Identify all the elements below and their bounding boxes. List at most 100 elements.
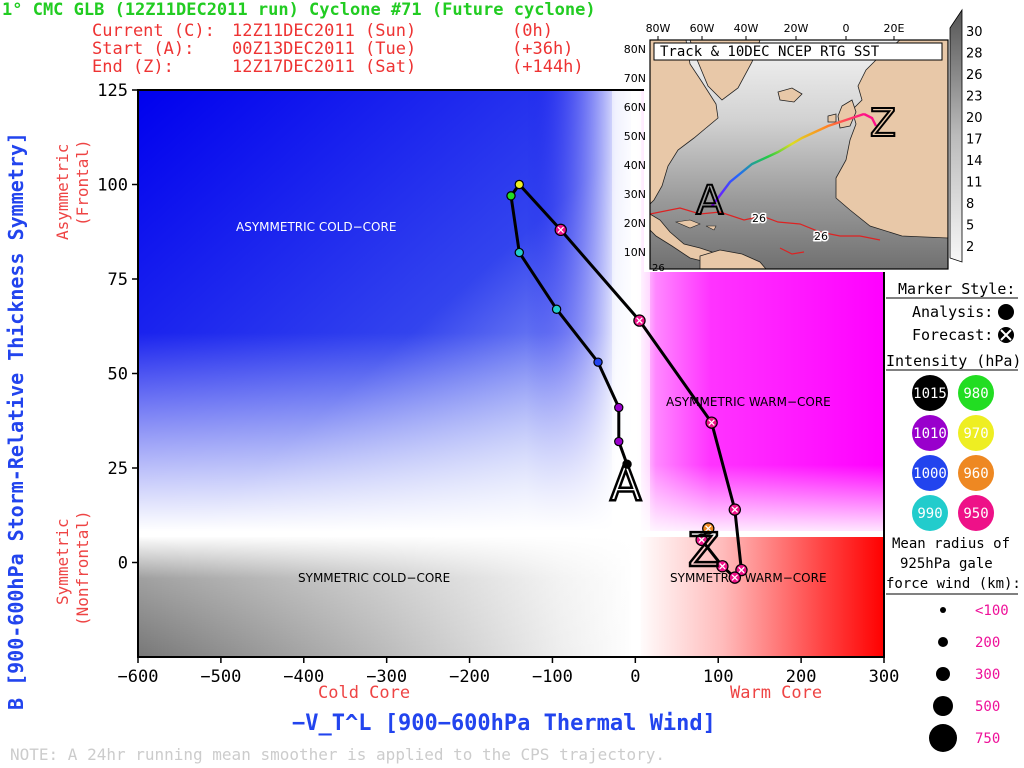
radius-label: 300 xyxy=(975,667,1000,683)
x-axis-title: −V_T^L [900−600hPa Thermal Wind] xyxy=(292,711,716,736)
intensity-swatch xyxy=(958,495,994,531)
intensity-label: 1000 xyxy=(913,466,947,482)
inset-end-marker: Z xyxy=(870,101,896,145)
radius-label: 500 xyxy=(975,699,1000,715)
intensity-label: 1015 xyxy=(913,386,947,402)
x-axis-ticks: −600 −500 −400 −300 −200 −100 0 100 200 300 xyxy=(118,657,900,687)
inset-lat-label: 40N xyxy=(624,159,646,172)
radius-label: <100 xyxy=(975,603,1009,619)
trajectory-point-analysis xyxy=(515,249,523,257)
footer-note: NOTE: A 24hr running mean smoother is ap… xyxy=(10,745,665,764)
colorbar-label: 26 xyxy=(966,68,983,83)
legend-marker-title: Marker Style: xyxy=(898,280,1015,298)
south-america-land xyxy=(699,249,767,269)
inset-lon-label: 20W xyxy=(784,22,809,35)
legend-forecast-marker xyxy=(998,327,1014,343)
x-tick-label: −500 xyxy=(200,667,241,687)
header-end-date: 12Z17DEC2011 (Sat) xyxy=(232,57,416,77)
forecast-cross xyxy=(698,536,705,544)
trajectory-point-analysis xyxy=(553,305,561,313)
header-current-offset: (0h) xyxy=(512,21,553,41)
intensity-swatch xyxy=(912,375,948,411)
inset-lat-label: 50N xyxy=(624,130,646,143)
inset-longitude-labels: 80W 60W 40W 20W 0 20E xyxy=(646,22,905,40)
forecast-cross xyxy=(731,574,739,581)
inset-lat-label: 80N xyxy=(624,43,646,56)
y-axis-upper-label-line1: Asymmetric xyxy=(53,144,72,240)
radius-swatch xyxy=(940,607,946,613)
inset-lon-label: 0 xyxy=(843,22,850,35)
intensity-label: 950 xyxy=(963,506,988,522)
intensity-swatch xyxy=(912,415,948,451)
inset-lon-label: 80W xyxy=(646,22,671,35)
x-tick-label: −200 xyxy=(449,667,490,687)
forecast-cross xyxy=(708,419,715,426)
colorbar-label: 5 xyxy=(966,219,974,234)
inset-lon-label: 40W xyxy=(734,22,759,35)
inset-contour-label-2: 26 xyxy=(814,230,828,243)
forecast-cross xyxy=(719,563,726,570)
header-start-date: 00Z13DEC2011 (Tue) xyxy=(232,39,416,59)
caribbean-islands xyxy=(674,219,717,231)
radius-swatch xyxy=(936,667,950,681)
forecast-cross xyxy=(705,525,712,532)
trajectory-point-analysis xyxy=(615,404,623,412)
intensity-swatch xyxy=(958,415,994,451)
british-isles-land xyxy=(827,99,857,129)
x-tick-label: −100 xyxy=(532,667,573,687)
intensity-swatch xyxy=(912,455,948,491)
colorbar-label: 20 xyxy=(966,111,983,126)
inset-lat-label: 70N xyxy=(624,72,646,85)
intensity-label: 970 xyxy=(963,426,988,442)
track-end-marker: Z xyxy=(688,523,720,577)
legend-radius-title-2: 925hPa gale xyxy=(900,556,993,572)
x-tick-label: 300 xyxy=(869,667,900,687)
legend-analysis-label: Analysis: xyxy=(912,303,993,321)
x-tick-label: 0 xyxy=(630,667,640,687)
header-end-label: End (Z): xyxy=(92,57,174,77)
y-tick-label: 100 xyxy=(97,176,128,196)
x-tick-label: −400 xyxy=(283,667,324,687)
legend-intensity-title: Intensity (hPa): xyxy=(886,352,1024,370)
region-label-asymmetric-cold-core: ASYMMETRIC COLD−CORE xyxy=(236,220,396,234)
iceland-land xyxy=(777,87,803,103)
inset-lon-label: 60W xyxy=(690,22,715,35)
intensity-label: 980 xyxy=(963,386,988,402)
y-axis-lower-label-line1: Symmetric xyxy=(53,518,72,605)
inset-contour-label-1: 26 xyxy=(752,212,766,225)
x-tick-label: −600 xyxy=(118,667,159,687)
inset-track-forecast xyxy=(863,112,878,127)
y-axis-ticks: 0 25 50 75 100 125 xyxy=(97,81,138,574)
region-label-asymmetric-warm-core: ASYMMETRIC WARM−CORE xyxy=(666,395,831,409)
radius-swatch xyxy=(929,724,957,752)
intensity-swatch xyxy=(958,375,994,411)
inset-latitude-labels: 80N 70N 60N 50N 40N 30N 20N 10N xyxy=(624,43,646,259)
legend: Marker Style: Analysis: Forecast: Intens… xyxy=(886,280,1024,752)
colorbar-label: 11 xyxy=(966,176,983,191)
colorbar-label: 2 xyxy=(966,240,974,255)
trajectory-point-analysis xyxy=(623,460,631,468)
north-america-land xyxy=(650,40,719,205)
inset-lon-label: 20E xyxy=(884,22,905,35)
inset-title-box xyxy=(653,42,943,61)
trajectory-point-analysis xyxy=(594,358,602,366)
intensity-swatch xyxy=(958,455,994,491)
legend-radius-title-3: force wind (km): xyxy=(886,576,1021,592)
legend-radius-title-1: Mean radius of xyxy=(892,536,1010,552)
x-tick-label: 200 xyxy=(786,667,817,687)
legend-analysis-marker xyxy=(998,304,1014,320)
forecast-cross xyxy=(738,566,745,574)
trajectory-point-analysis xyxy=(507,192,515,200)
y-axis-lower-label-line2: (Nonfrontal) xyxy=(73,510,92,626)
intensity-swatch xyxy=(912,495,948,531)
y-tick-label: 50 xyxy=(108,365,128,385)
trajectory-point-analysis xyxy=(515,181,523,188)
x-tick-label: −300 xyxy=(366,667,407,687)
colorbar-label: 14 xyxy=(966,154,983,169)
colorbar-label: 17 xyxy=(966,133,983,148)
x-axis-left-label: Cold Core xyxy=(318,683,410,703)
trajectory-point-analysis xyxy=(615,438,623,446)
forecast-cross xyxy=(731,506,739,513)
sst-contour-26 xyxy=(650,207,881,241)
header-start-offset: (+36h) xyxy=(512,39,573,59)
